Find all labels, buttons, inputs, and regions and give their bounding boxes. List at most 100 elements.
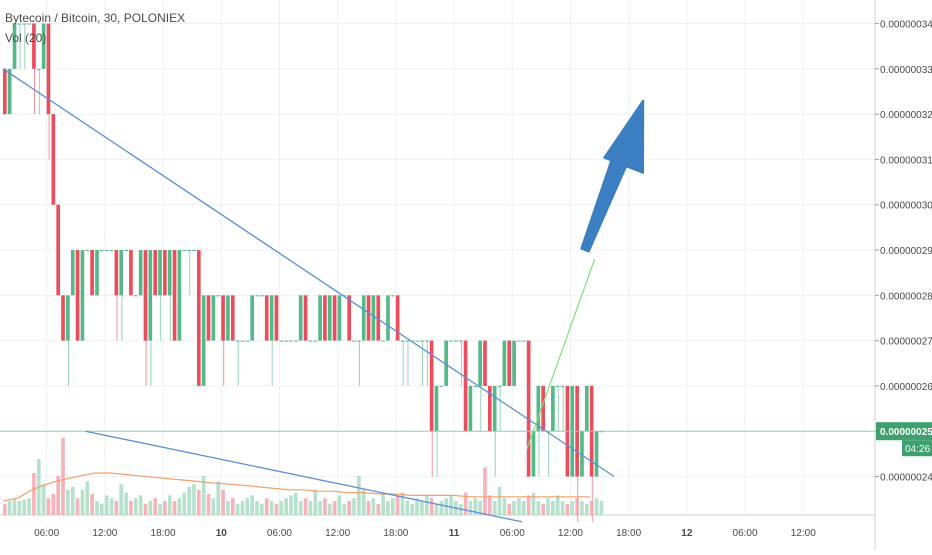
- volume-bar: [294, 492, 298, 515]
- volume-bar: [327, 503, 332, 515]
- candle: [17, 23, 22, 25]
- volume-bar: [575, 498, 579, 515]
- x-tick-label: 06:00: [500, 528, 525, 539]
- candle: [352, 340, 356, 342]
- candle: [245, 340, 250, 342]
- volume-bar: [235, 503, 240, 515]
- candle: [143, 250, 148, 341]
- volume-bar: [274, 503, 279, 515]
- y-tick-label: 0.00000033: [880, 65, 932, 76]
- volume-bar: [376, 503, 381, 515]
- volume-bar: [143, 503, 148, 515]
- volume-bar: [46, 498, 51, 515]
- x-tick-label: 12: [681, 528, 693, 539]
- projection-line: [526, 258, 596, 450]
- candle: [109, 250, 114, 252]
- candle: [104, 250, 109, 252]
- volume-bar: [551, 501, 555, 515]
- x-tick-label: 18:00: [383, 528, 408, 539]
- volume-bar: [323, 498, 327, 515]
- candle: [294, 340, 298, 342]
- volume-bars: [3, 438, 604, 515]
- volume-bar: [90, 494, 94, 515]
- candle: [323, 295, 327, 341]
- candle: [114, 250, 119, 296]
- y-tick-label: 0.00000024: [880, 472, 932, 483]
- volume-bar: [250, 495, 254, 515]
- volume-bar: [449, 495, 453, 515]
- volume-bar: [478, 501, 482, 515]
- volume-bar: [468, 501, 473, 515]
- candle: [51, 114, 56, 205]
- volume-bar: [226, 501, 230, 515]
- volume-bar: [124, 492, 128, 515]
- candle: [415, 340, 419, 342]
- volume-bar: [7, 501, 12, 515]
- candle: [206, 295, 211, 341]
- candle: [463, 340, 468, 432]
- volume-bar: [95, 501, 99, 515]
- candle: [585, 385, 589, 432]
- candle: [230, 295, 235, 341]
- volume-bar: [289, 495, 293, 515]
- candle: [444, 340, 448, 386]
- candle: [434, 385, 439, 432]
- volume-bar: [580, 501, 584, 515]
- x-tick-label: 18:00: [616, 528, 641, 539]
- volume-bar: [221, 489, 225, 515]
- volume-bar: [521, 501, 526, 515]
- volume-bar: [420, 501, 424, 515]
- candle: [32, 23, 36, 69]
- volume-bar: [27, 498, 31, 515]
- candle: [347, 295, 351, 341]
- volume-bar: [439, 501, 444, 515]
- candle: [22, 23, 27, 25]
- y-tick-label: 0.00000028: [880, 291, 932, 302]
- x-tick-label: 12:00: [791, 528, 816, 539]
- candle: [255, 295, 259, 297]
- volume-bar: [260, 503, 264, 515]
- volume-bar: [357, 475, 361, 515]
- candle: [70, 250, 75, 296]
- volume-bar: [153, 498, 157, 515]
- volume-bar: [318, 501, 322, 515]
- candle: [555, 385, 560, 387]
- candle: [41, 23, 46, 69]
- volume-bar: [104, 495, 109, 515]
- candle: [386, 295, 390, 341]
- candle: [264, 295, 269, 341]
- volume-bar: [599, 501, 604, 515]
- candle: [308, 340, 313, 342]
- volume-bar: [488, 495, 492, 515]
- candle: [90, 250, 94, 296]
- candle: [274, 295, 279, 341]
- candle: [163, 250, 167, 296]
- candle: [531, 431, 536, 477]
- chart-legend-volume: Vol (20): [5, 31, 47, 45]
- candle: [488, 385, 492, 432]
- x-tick-label: 10: [216, 528, 228, 539]
- volume-bar: [332, 501, 337, 515]
- volume-bar: [197, 489, 201, 515]
- candle: [303, 295, 308, 341]
- x-tick-label: 12:00: [325, 528, 350, 539]
- candle: [61, 295, 65, 341]
- candle: [357, 340, 361, 342]
- volume-bar: [405, 501, 410, 515]
- volume-bar: [230, 498, 235, 515]
- candle: [405, 340, 410, 342]
- volume-bar: [109, 498, 114, 515]
- candle: [478, 340, 482, 386]
- candle: [279, 340, 284, 342]
- candle: [327, 295, 332, 341]
- candle: [148, 250, 153, 341]
- candle: [158, 250, 162, 296]
- volume-bar: [206, 494, 211, 515]
- volume-bar: [361, 489, 366, 515]
- volume-bar: [133, 498, 138, 515]
- countdown-tag-value: 04:26: [905, 444, 930, 455]
- candle: [429, 340, 434, 432]
- volume-bar: [22, 499, 27, 515]
- last-price-tag-bg: [876, 422, 932, 441]
